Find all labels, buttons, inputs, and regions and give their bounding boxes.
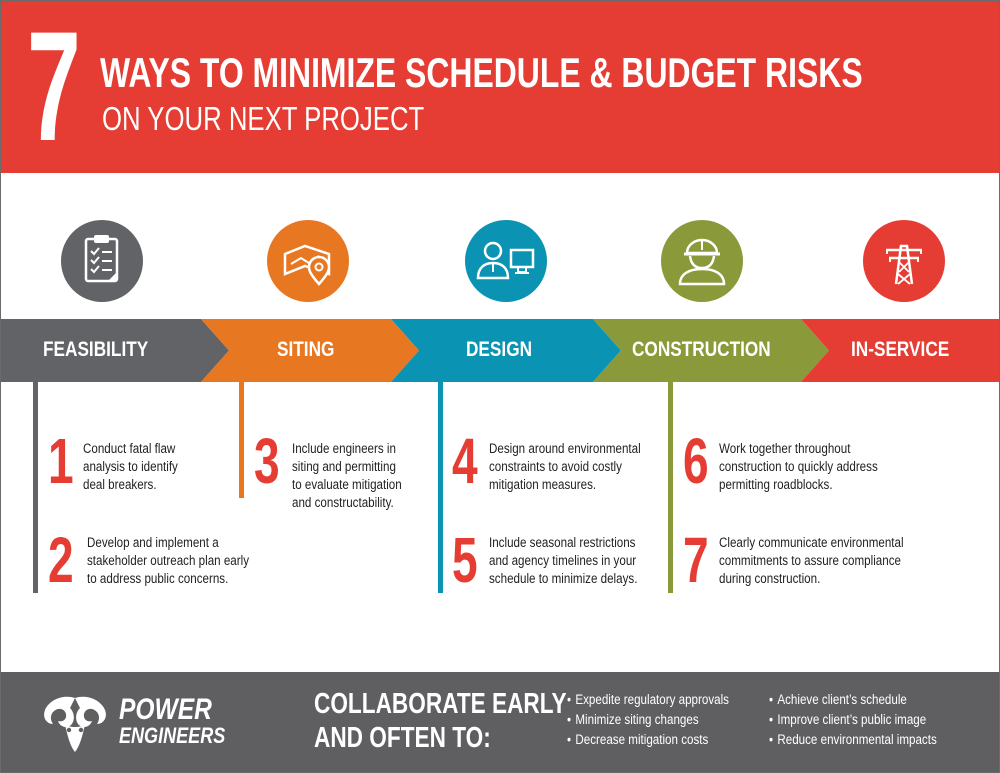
step-5-number: 5 (452, 524, 478, 596)
logo-text-power: POWER (119, 693, 212, 726)
bullet-item: Decrease mitigation costs (567, 731, 708, 749)
bullet-item: Minimize siting changes (567, 711, 698, 729)
step-3-text: Include engineers in siting and permittin… (292, 441, 402, 510)
step-6-text: Work together throughout construction to … (719, 441, 878, 492)
step-1-number: 1 (48, 425, 74, 497)
collaborate-heading-line1: COLLABORATE EARLY (314, 688, 567, 720)
stage-feasibility: FEASIBILITY (43, 338, 149, 361)
header-subtitle: ON YOUR NEXT PROJECT (102, 100, 425, 137)
bullet-item: Improve client’s public image (769, 711, 926, 729)
feasibility-stem (33, 382, 38, 593)
step-2-number: 2 (48, 524, 74, 596)
step-6-number: 6 (683, 425, 709, 497)
design-stem (438, 382, 443, 593)
stage-siting: SITING (277, 338, 335, 361)
process-timeline (1, 319, 999, 382)
bullet-item: Expedite regulatory approvals (567, 691, 729, 709)
step-5-text: Include seasonal restrictions and agency … (489, 535, 638, 586)
hard-hat-worker-icon (661, 220, 743, 302)
engineer-computer-icon (465, 220, 547, 302)
construction-stem (668, 382, 673, 593)
map-location-pin-icon (267, 220, 349, 302)
bullet-item: Achieve client’s schedule (769, 691, 907, 709)
step-4-number: 4 (452, 425, 478, 497)
transmission-tower-icon (863, 220, 945, 302)
stage-construction: CONSTRUCTION (632, 338, 771, 361)
collaborate-heading-line2: AND OFTEN TO: (314, 722, 491, 754)
header-big-number: 7 (27, 0, 81, 174)
clipboard-checklist-icon (61, 220, 143, 302)
header-title: WAYS TO MINIMIZE SCHEDULE & BUDGET RISKS (100, 49, 863, 96)
stage-design: DESIGN (466, 338, 533, 361)
step-4-text: Design around environmental constraints t… (489, 441, 641, 492)
step-3-number: 3 (254, 425, 280, 497)
ram-logo-icon (44, 696, 106, 752)
stage-in-service: IN-SERVICE (851, 338, 950, 361)
step-7-text: Clearly communicate environmental commitm… (719, 535, 904, 586)
step-1-text: Conduct fatal flaw analysis to identify de… (83, 441, 178, 492)
step-2-text: Develop and implement a stakeholder outre… (87, 535, 250, 586)
step-7-number: 7 (683, 524, 709, 596)
logo-text-engineers: ENGINEERS (119, 723, 226, 748)
bullet-item: Reduce environmental impacts (769, 731, 936, 749)
header-banner (1, 1, 999, 173)
siting-stem (239, 382, 244, 498)
